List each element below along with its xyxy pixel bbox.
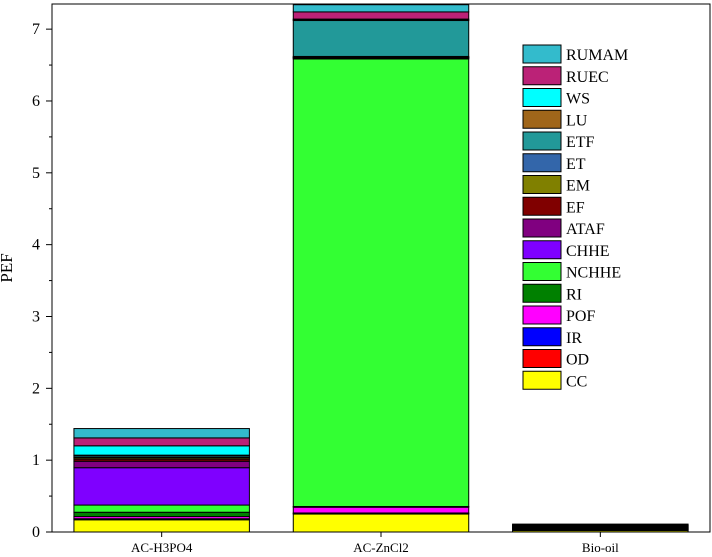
legend-label-ef: EF	[566, 199, 585, 216]
y-tick-label: 4	[32, 237, 40, 254]
legend-swatch-od	[522, 349, 562, 368]
legend-label-ataf: ATAF	[566, 221, 605, 238]
legend-label-pof: POF	[566, 308, 595, 325]
x-category-label: Bio-oil	[582, 540, 619, 555]
y-tick-label: 6	[32, 93, 40, 110]
legend-swatch-etf	[522, 131, 562, 151]
bar-segment-nchhe	[73, 504, 250, 513]
legend-swatch-ruec	[522, 66, 562, 86]
bar-segment-ataf	[73, 460, 250, 469]
bar-segment-rumam	[73, 428, 250, 439]
bar-segment-nchhe	[292, 58, 470, 507]
legend-swatch-ir	[522, 327, 562, 347]
bar-segment-cc	[292, 513, 470, 533]
y-tick-label: 7	[32, 21, 40, 38]
bars-layer	[73, 4, 689, 533]
bar-segment-rumam	[512, 523, 689, 526]
legend-swatch-et	[522, 153, 562, 173]
legend-label-cc: CC	[566, 373, 587, 390]
legend-swatch-nchhe	[522, 262, 562, 281]
bar-segment-chhe	[73, 467, 250, 506]
legend-label-ri: RI	[566, 286, 582, 303]
legend-label-od: OD	[566, 352, 589, 369]
bar-segment-rumam	[292, 4, 470, 13]
legend: RUMAM RUEC WS LU ETF ET EM EF ATAF CHHE NCHHE RI POF…	[522, 44, 628, 390]
x-category-label: AC-H3PO4	[131, 540, 193, 555]
legend-label-etf: ETF	[566, 134, 595, 151]
legend-swatch-ef	[522, 196, 562, 216]
y-tick-label: 5	[32, 165, 40, 182]
legend-label-ws: WS	[566, 91, 590, 108]
legend-swatch-cc	[522, 370, 562, 390]
bar-segment-cc	[73, 519, 250, 533]
legend-swatch-em	[522, 175, 562, 194]
legend-label-ir: IR	[566, 330, 582, 347]
legend-swatch-ataf	[522, 218, 562, 238]
legend-label-em: EM	[566, 178, 590, 195]
bar-segment-ws	[73, 445, 250, 456]
legend-swatch-rumam	[522, 44, 562, 64]
legend-label-et: ET	[566, 156, 586, 173]
x-category-label: AC-ZnCl2	[353, 540, 409, 555]
y-tick-label: 3	[32, 308, 40, 325]
bar-segment-ruec	[73, 437, 250, 447]
legend-label-lu: LU	[566, 112, 588, 129]
legend-label-chhe: CHHE	[566, 243, 610, 260]
y-tick-label: 1	[32, 452, 40, 469]
legend-swatch-lu	[522, 109, 562, 129]
y-ticks: 0 1 2 3 4 5 6 7	[32, 21, 52, 541]
y-tick-label: 0	[32, 524, 40, 541]
bar-segment-etf	[292, 20, 470, 57]
legend-swatch-ws	[522, 88, 562, 107]
bar-segment-pof	[292, 506, 470, 514]
legend-label-ruec: RUEC	[566, 69, 609, 86]
legend-swatch-ri	[522, 283, 562, 303]
legend-label-rumam: RUMAM	[566, 47, 628, 64]
y-axis-title: PEF	[0, 253, 16, 282]
legend-label-nchhe: NCHHE	[566, 265, 621, 282]
x-category-labels: AC-H3PO4 AC-ZnCl2 Bio-oil	[131, 532, 619, 555]
legend-swatch-chhe	[522, 240, 562, 260]
legend-swatch-pof	[522, 305, 562, 325]
bar-segment-ri	[73, 511, 250, 518]
y-tick-label: 2	[32, 380, 40, 397]
bar-segment-ruec	[292, 11, 470, 20]
